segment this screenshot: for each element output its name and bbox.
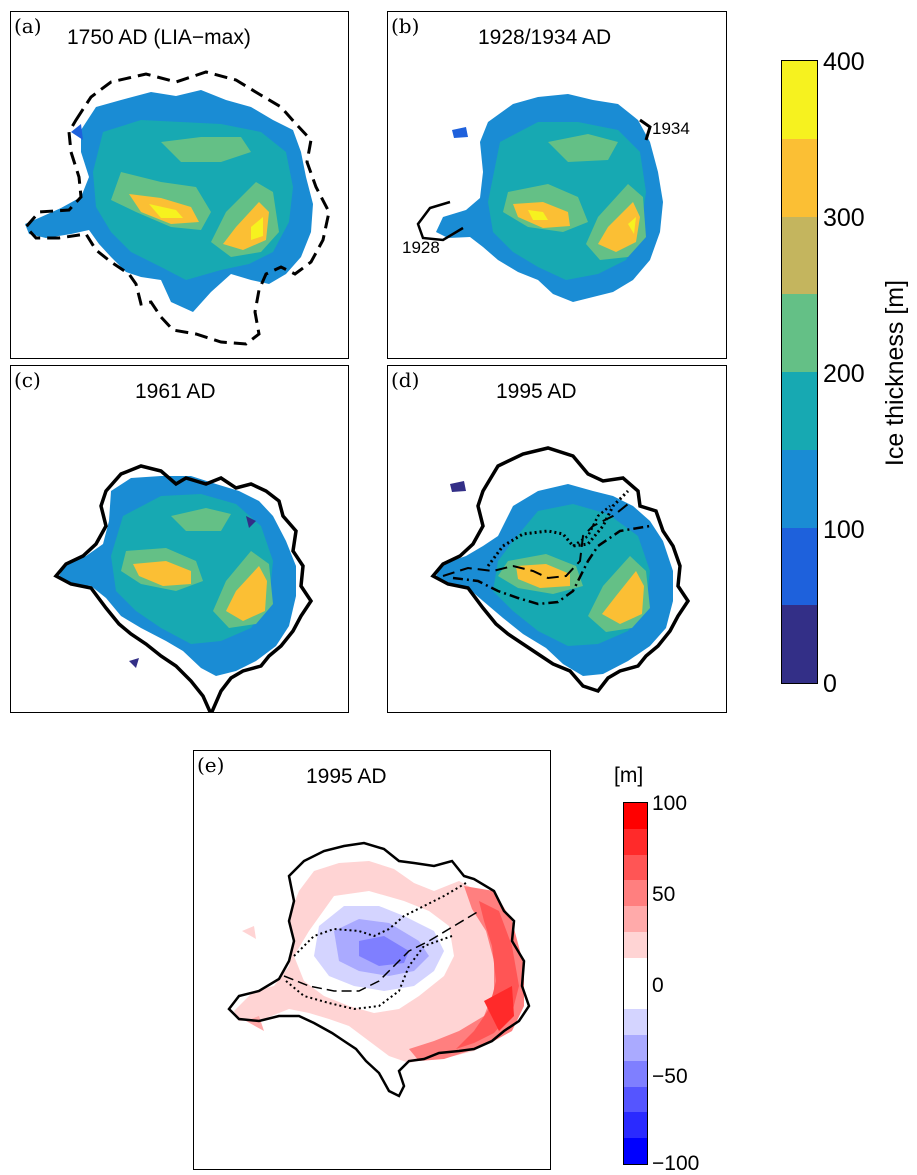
diff-color-band [624,828,647,855]
panel-e-label: (e) [197,753,225,777]
diff-color-band [624,854,647,881]
thickness-color-band [782,294,817,372]
panel-c: (c) 1961 AD [10,365,349,713]
diff-color-band [624,1086,647,1113]
panel-d: (d) 1995 AD [387,365,727,713]
thickness-tick-200: 200 [823,360,865,388]
annotation-1928: 1928 [402,238,440,257]
panel-d-label: (d) [391,368,420,392]
diff-color-band [624,1060,647,1087]
thickness-color-band [782,527,817,606]
annotation-1934: 1934 [652,119,690,138]
panel-a-title: 1750 AD (LIA−max) [67,26,251,49]
panel-d-title: 1995 AD [496,380,577,403]
thickness-tick-300: 300 [823,204,865,232]
thickness-tick-100: 100 [823,516,865,544]
diff-color-band [624,803,647,829]
diff-color-band [624,880,647,907]
diff-color-band [624,1138,647,1164]
diff-tick-minus100: −100 [652,1152,700,1175]
diff-color-band [624,983,647,1010]
diff-color-band [624,931,647,958]
panel-b-label: (b) [391,14,420,38]
diff-tick-minus50: −50 [652,1065,688,1088]
thickness-color-band [782,61,817,139]
thickness-color-band [782,216,817,295]
thickness-tick-400: 400 [823,48,865,76]
panel-a-map [23,70,331,346]
thickness-color-band [782,449,817,528]
difference-colorbar [623,802,648,1165]
diff-tick-100: 100 [652,792,688,815]
diff-color-band [624,1112,647,1139]
thickness-colorbar-title: Ice thickness [m] [881,279,909,467]
panel-b: (b) 1928/1934 AD 1934 1928 [387,11,727,359]
thickness-color-band [782,372,817,450]
panel-a-label: (a) [14,14,42,38]
panel-e-title: 1995 AD [306,765,387,788]
panel-d-map [430,446,691,694]
panel-c-label: (c) [14,368,41,392]
thickness-color-band [782,605,817,683]
thickness-tick-0: 0 [823,670,837,698]
panel-b-title: 1928/1934 AD [478,26,612,49]
difference-colorbar-title: [m] [614,764,644,787]
diff-color-band [624,906,647,932]
panel-c-map [53,464,314,712]
panel-e: (e) 1995 AD [193,750,551,1170]
diff-color-band [624,1035,647,1061]
diff-color-band [624,957,647,984]
thickness-color-band [782,138,817,217]
panel-a: (a) 1750 AD (LIA−max) [10,11,349,359]
diff-tick-50: 50 [652,883,676,906]
diff-color-band [624,1009,647,1036]
panel-b-map [416,94,663,302]
panel-e-map [227,841,531,1098]
thickness-colorbar [781,60,818,684]
diff-tick-0: 0 [652,974,664,997]
panel-c-title: 1961 AD [135,380,216,403]
